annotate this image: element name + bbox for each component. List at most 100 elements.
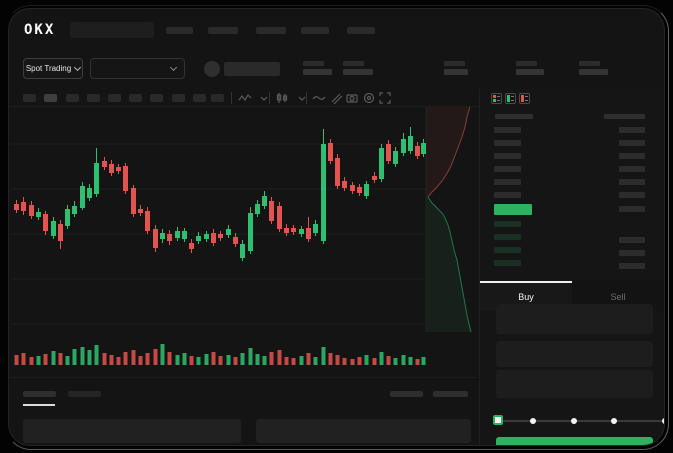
candlestick-chart[interactable] <box>11 107 479 373</box>
volume-bar <box>248 348 253 365</box>
volume-bar <box>21 353 26 365</box>
depth-asks-area <box>426 107 470 197</box>
timeframe-button-7[interactable] <box>150 94 163 102</box>
search-input[interactable] <box>70 22 154 38</box>
slider-step-dot[interactable] <box>611 418 617 424</box>
timeframe-button-9[interactable] <box>193 94 206 102</box>
price-input[interactable] <box>496 304 653 334</box>
orderbook[interactable] <box>480 107 664 281</box>
candlestick <box>196 236 201 241</box>
volume-bar <box>240 353 245 365</box>
last-price-highlight[interactable] <box>494 204 532 215</box>
camera-icon[interactable] <box>345 91 359 105</box>
volume-bar <box>313 357 318 365</box>
volume-bar <box>364 355 369 365</box>
ruler-tool-icon[interactable] <box>329 91 343 105</box>
market-type-dropdown[interactable]: Spot Trading <box>23 58 83 79</box>
okx-logo[interactable]: OKX <box>24 22 56 38</box>
candlestick <box>386 144 391 161</box>
candlestick <box>204 234 209 239</box>
total-input[interactable] <box>496 370 653 398</box>
nav-item-3[interactable] <box>256 27 286 34</box>
volume-bar <box>43 354 48 365</box>
volume-bar <box>36 356 41 365</box>
nav-item-4[interactable] <box>301 27 329 34</box>
timeframe-button-5[interactable] <box>108 94 121 102</box>
nav-item-2[interactable] <box>208 27 238 34</box>
line-tool-icon[interactable] <box>312 91 326 105</box>
bottom-link-2[interactable] <box>433 391 468 397</box>
toolbar-bottom-divider <box>9 106 664 107</box>
ask-price-row[interactable] <box>494 127 521 133</box>
volume-bar <box>328 353 333 365</box>
orderbook-both-icon[interactable] <box>491 93 502 104</box>
candlestick <box>131 188 136 214</box>
orderbook-asks-icon[interactable] <box>519 93 530 104</box>
timeframe-button-2[interactable] <box>44 94 57 102</box>
ticker-stat-high <box>444 61 468 75</box>
ask-price-row[interactable] <box>494 166 521 172</box>
volume-bar <box>342 358 347 365</box>
candlestick <box>65 209 70 226</box>
ask-price-row[interactable] <box>494 153 521 159</box>
ask-price-row[interactable] <box>494 140 521 146</box>
amount-slider-track[interactable] <box>497 420 664 422</box>
volume-bar <box>277 350 282 365</box>
candlestick <box>51 221 56 236</box>
ask-amount <box>619 153 645 159</box>
candlestick <box>291 228 296 232</box>
volume-bar <box>175 355 180 365</box>
volume-bar <box>153 349 158 365</box>
chevron-down-icon[interactable] <box>257 91 271 105</box>
timeframe-button-10[interactable] <box>211 94 224 102</box>
volume-bar <box>335 355 340 365</box>
slider-step-dot[interactable] <box>571 418 577 424</box>
pair-name-placeholder <box>224 62 280 76</box>
candlestick <box>94 163 99 194</box>
amount-input[interactable] <box>496 341 653 367</box>
ask-amount <box>619 179 645 185</box>
last-price-amount <box>619 206 645 212</box>
bid-price-row[interactable] <box>494 247 521 253</box>
nav-item-1[interactable] <box>166 27 193 34</box>
volume-bar <box>284 357 289 365</box>
depth-bids-area <box>426 197 471 332</box>
bottom-tab-open-orders[interactable] <box>23 391 56 397</box>
timeframe-button-8[interactable] <box>172 94 185 102</box>
slider-handle[interactable] <box>493 415 503 425</box>
ask-price-row[interactable] <box>494 179 521 185</box>
candlestick-style-icon[interactable] <box>275 91 289 105</box>
candlestick <box>175 231 180 238</box>
bottom-tab-order-history[interactable] <box>68 391 101 397</box>
volume-bar <box>350 359 355 365</box>
slider-step-dot[interactable] <box>530 418 536 424</box>
timeframe-button-1[interactable] <box>23 94 36 102</box>
volume-bar <box>116 357 121 365</box>
bottom-section-divider <box>9 377 478 378</box>
volume-bar <box>123 352 128 365</box>
timeframe-button-3[interactable] <box>66 94 79 102</box>
volume-bar <box>109 355 114 365</box>
pair-selector-dropdown[interactable] <box>90 58 185 79</box>
bid-price-row[interactable] <box>494 234 521 240</box>
slider-step-dot[interactable] <box>662 418 664 424</box>
nav-item-5[interactable] <box>347 27 375 34</box>
timeframe-button-6[interactable] <box>129 94 142 102</box>
candlestick <box>21 202 26 211</box>
bid-price-row[interactable] <box>494 221 521 227</box>
chevron-down-icon[interactable] <box>295 91 309 105</box>
fullscreen-icon[interactable] <box>378 91 392 105</box>
bottom-link-1[interactable] <box>390 391 423 397</box>
buy-submit-button[interactable] <box>496 437 653 445</box>
volume-bar <box>306 353 311 365</box>
candlestick <box>357 187 362 193</box>
bid-amount <box>619 263 645 269</box>
orderbook-bids-icon[interactable] <box>505 93 516 104</box>
settings-icon[interactable] <box>362 91 376 105</box>
ask-price-row[interactable] <box>494 192 521 198</box>
chevron-down-icon <box>169 63 178 72</box>
volume-bar <box>357 357 362 365</box>
bid-price-row[interactable] <box>494 260 521 266</box>
timeframe-button-4[interactable] <box>87 94 100 102</box>
indicator-zigzag-icon[interactable] <box>238 91 252 105</box>
